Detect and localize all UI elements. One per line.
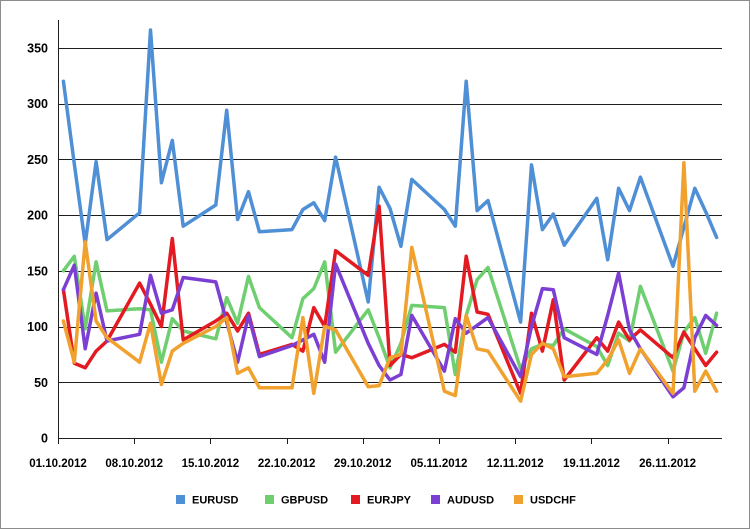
y-tick-label-150: 150 [27, 264, 48, 278]
series-lines [61, 28, 719, 403]
y-tick-label-50: 50 [34, 376, 48, 390]
series-line-eurjpy [61, 204, 719, 396]
x-tick-label-3: 22.10.2012 [258, 458, 316, 470]
legend-item-usdchf: USDCHF [514, 495, 576, 507]
legend-label-audusd: AUDUSD [447, 495, 494, 507]
y-axis-labels: 0 50 100 150 200 250 300 350 [27, 41, 48, 445]
y-tick-label-200: 200 [27, 209, 48, 223]
legend-label-usdchf: USDCHF [530, 495, 576, 507]
legend: EURUSD GBPUSD EURJPY AUDUSD USDCHF [176, 495, 576, 507]
x-tick-label-2: 15.10.2012 [182, 458, 240, 470]
series-line-audusd [61, 262, 719, 399]
x-tick-label-8: 26.11.2012 [639, 458, 696, 470]
series-line-usdchf [61, 160, 719, 403]
x-axis-labels: 01.10.2012 08.10.2012 15.10.2012 22.10.2012… [29, 458, 696, 470]
legend-label-eurjpy: EURJPY [367, 495, 412, 507]
y-tick-label-350: 350 [27, 41, 48, 55]
x-tick-label-6: 12.11.2012 [487, 458, 544, 470]
x-axis-ticks [58, 438, 669, 444]
x-tick-label-0: 01.10.2012 [29, 458, 87, 470]
legend-swatch-eurusd [176, 495, 185, 504]
legend-item-audusd: AUDUSD [431, 495, 494, 507]
x-tick-label-7: 19.11.2012 [563, 458, 620, 470]
legend-item-gbpusd: GBPUSD [265, 495, 328, 507]
legend-label-eurusd: EURUSD [192, 495, 239, 507]
series-line-eurusd [61, 28, 719, 324]
x-tick-label-1: 08.10.2012 [105, 458, 163, 470]
axes [58, 20, 722, 439]
y-tick-label-100: 100 [27, 320, 48, 334]
legend-item-eurjpy: EURJPY [351, 495, 412, 507]
legend-item-eurusd: EURUSD [176, 495, 239, 507]
legend-swatch-usdchf [514, 495, 523, 504]
legend-swatch-audusd [431, 495, 440, 504]
y-tick-label-250: 250 [27, 153, 48, 167]
x-tick-label-5: 05.11.2012 [411, 458, 468, 470]
legend-swatch-gbpusd [265, 495, 274, 504]
legend-label-gbpusd: GBPUSD [281, 495, 328, 507]
y-tick-label-0: 0 [41, 432, 48, 446]
y-tick-label-300: 300 [27, 97, 48, 111]
x-tick-label-4: 29.10.2012 [334, 458, 392, 470]
legend-swatch-eurjpy [351, 495, 360, 504]
